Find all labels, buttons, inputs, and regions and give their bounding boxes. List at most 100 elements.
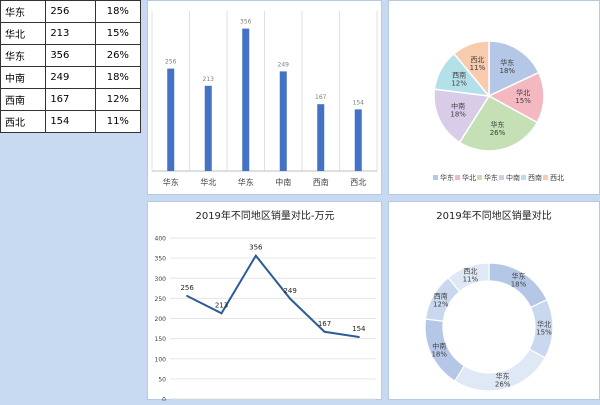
data-point <box>357 336 360 339</box>
pie-slice <box>487 71 545 124</box>
region-cell: 西北 <box>0 110 47 133</box>
chart-title: 2019年不同地区销量对比 <box>436 209 551 222</box>
pie-slice <box>433 88 491 144</box>
slice-label: 华北 15% <box>515 88 531 105</box>
sales-table: 华东 256 18% 华北 213 15% 华东 356 26% 中南 249 18% 西南 167 12%… <box>0 0 142 133</box>
data-label: 154 <box>353 99 365 106</box>
region-cell: 华东 <box>0 44 47 67</box>
bar <box>317 104 325 171</box>
segment-label: 华东 26% <box>495 371 511 388</box>
pie-chart-panel: 华东 18% 华北 15% 华东 26% 中南 18% 西南 12% 西北 11% 华东 华北 华东 中南 西南… <box>388 0 600 195</box>
region-cell: 西南 <box>0 88 47 111</box>
sales-table-container: 华东 256 18% 华北 213 15% 华东 356 26% 中南 249 18% 西南 167 12%… <box>0 0 142 400</box>
pie-slice <box>452 40 490 99</box>
bar <box>242 28 250 171</box>
table-row: 中南 249 18% <box>0 66 142 89</box>
data-label: 256 <box>180 284 194 292</box>
x-tick-label: 西北 <box>350 178 366 187</box>
y-tick-label: 150 <box>155 336 167 343</box>
share-cell: 12% <box>94 88 142 111</box>
data-label: 249 <box>283 287 296 295</box>
table-row: 西南 167 12% <box>0 88 142 111</box>
segment-label: 西南 12% <box>433 292 449 309</box>
pie-slice <box>458 95 539 152</box>
line-chart: 2019年不同地区销量对比-万元 0 50 100 150 200 250 300 350 400… <box>155 209 376 404</box>
bar <box>167 68 175 171</box>
table-row: 西北 154 11% <box>0 110 142 133</box>
data-label: 256 <box>165 59 177 66</box>
share-cell: 18% <box>94 66 142 89</box>
line-series <box>186 253 359 339</box>
x-tick-label: 华北 <box>200 177 216 187</box>
data-label: 356 <box>249 244 263 252</box>
legend-swatch <box>543 175 548 180</box>
y-tick-label: 400 <box>155 236 167 243</box>
pie-slice <box>488 40 540 98</box>
data-point <box>254 254 257 257</box>
data-label: 356 <box>240 19 252 26</box>
region-cell: 中南 <box>0 66 47 89</box>
legend-label: 华北 <box>462 173 476 182</box>
y-tick-label: 300 <box>155 276 167 283</box>
sales-cell: 356 <box>45 44 96 67</box>
share-cell: 18% <box>94 0 142 23</box>
legend-label: 华东 <box>440 173 454 182</box>
doughnut-chart-panel: 2019年不同地区销量对比华东 18% 华北 15% 华东 26% 中南 18% 西南 12% 西北… <box>388 201 600 400</box>
bar-chart-panel: 256 华东 213 华北 356 华东 249 中南 167 西南 154 西北 <box>147 0 382 195</box>
legend-label: 中南 <box>506 173 520 182</box>
legend-label: 西北 <box>550 174 564 182</box>
data-point <box>323 330 326 333</box>
slice-label: 西北 11% <box>470 56 486 72</box>
data-label: 154 <box>352 325 366 333</box>
y-tick-label: 250 <box>155 296 167 303</box>
table-row: 华东 256 18% <box>0 0 142 23</box>
slice-label: 西南 12% <box>451 71 467 88</box>
legend-label: 华东 <box>484 173 498 182</box>
x-tick-label: 中南 <box>275 177 291 187</box>
y-tick-label: 50 <box>158 376 166 383</box>
slice-label: 中南 18% <box>450 102 466 119</box>
data-point <box>289 297 292 300</box>
share-cell: 26% <box>94 44 142 67</box>
data-point <box>220 312 223 315</box>
line-chart-panel: 2019年不同地区销量对比-万元 0 50 100 150 200 250 300 350 400… <box>147 201 382 404</box>
slice-label: 华东 18% <box>499 58 515 75</box>
y-tick-label: 350 <box>155 256 167 263</box>
bar <box>204 85 212 171</box>
data-label: 249 <box>278 61 290 68</box>
bar <box>279 71 287 171</box>
slice-label: 华东 26% <box>490 120 506 137</box>
region-cell: 华北 <box>0 22 47 45</box>
legend-swatch <box>477 175 482 180</box>
sales-cell: 213 <box>45 22 96 45</box>
segment-label: 中南 18% <box>431 341 447 358</box>
pie-chart: 华东 18%华北 15%华东 26%中南 18%西南 12%西北 11%华东 华北 华东 中南 西南… <box>433 40 564 182</box>
legend-label: 西南 <box>528 173 542 182</box>
table-row: 华北 213 15% <box>0 22 142 45</box>
data-label: 167 <box>318 320 331 328</box>
data-label: 213 <box>215 301 228 309</box>
sales-cell: 256 <box>45 0 96 23</box>
legend-swatch <box>455 175 460 180</box>
x-tick-label: 西南 <box>313 177 329 187</box>
legend-swatch <box>433 175 438 180</box>
data-point <box>186 294 189 297</box>
sales-cell: 249 <box>45 66 96 89</box>
data-label: 167 <box>315 94 327 101</box>
share-cell: 11% <box>94 110 142 133</box>
y-tick-label: 0 <box>162 397 166 402</box>
legend-swatch <box>499 175 504 180</box>
share-cell: 15% <box>94 22 142 45</box>
segment-label: 西北 11% <box>463 267 479 283</box>
y-tick-label: 100 <box>155 356 167 363</box>
data-label: 213 <box>203 76 215 83</box>
x-tick-label: 华东 <box>238 177 254 187</box>
segment-label: 华北 15% <box>536 320 552 337</box>
bar-chart: 256 华东 213 华北 356 华东 249 中南 167 西南 154 西北 <box>151 11 378 187</box>
table-row: 华东 356 26% <box>0 44 142 67</box>
sales-cell: 154 <box>45 110 96 133</box>
segment-label: 华东 18% <box>511 272 527 289</box>
doughnut-segment <box>447 262 490 293</box>
bar <box>354 109 362 171</box>
